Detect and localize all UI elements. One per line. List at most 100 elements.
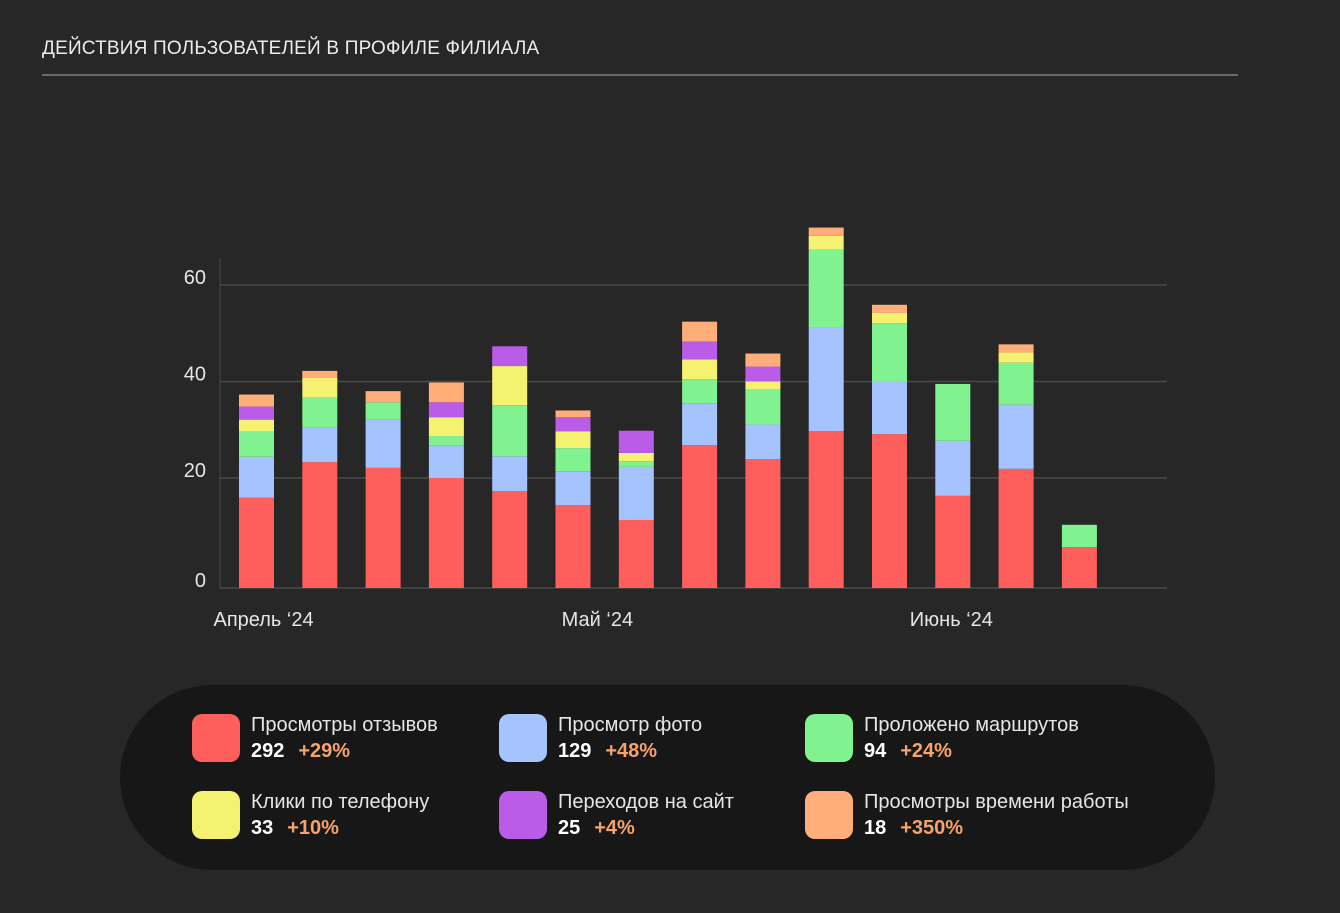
legend-label: Просмотры времени работы xyxy=(864,791,1129,813)
bar-segment xyxy=(872,304,907,313)
legend-swatch xyxy=(805,714,853,762)
legend: Просмотры отзывов 292 +29% Просмотр фото … xyxy=(120,685,1215,870)
bar-segment xyxy=(998,352,1034,363)
bar-stack xyxy=(428,382,464,588)
bar-segment xyxy=(365,419,401,468)
bar-segment xyxy=(428,445,464,478)
bar-stack xyxy=(618,430,654,588)
bar-segment xyxy=(745,459,781,588)
bar-segment xyxy=(492,346,528,367)
bar-stack xyxy=(682,321,718,588)
legend-change: +29% xyxy=(298,740,351,762)
bar-segment xyxy=(365,391,401,403)
bars xyxy=(239,227,1097,588)
bar-segment xyxy=(745,353,781,367)
legend-change: +24% xyxy=(900,740,952,762)
bar-segment xyxy=(618,461,654,467)
bar-segment xyxy=(618,466,654,520)
bar-segment xyxy=(618,452,654,462)
bar-segment xyxy=(935,440,971,496)
legend-swatch xyxy=(499,714,547,762)
bar-segment xyxy=(428,382,464,403)
bar-segment xyxy=(365,402,401,420)
legend-total: 94 +24% xyxy=(864,740,952,762)
bar-segment xyxy=(808,227,844,236)
bar-stack xyxy=(302,370,338,588)
bar-stack xyxy=(239,394,274,588)
legend-total: 33 +10% xyxy=(251,817,339,839)
bar-segment xyxy=(302,377,338,398)
bar-segment xyxy=(682,321,718,342)
title-divider xyxy=(42,74,1238,76)
bar-segment xyxy=(239,406,274,420)
legend-change: +48% xyxy=(605,740,658,762)
legend-change: +4% xyxy=(594,817,635,839)
bar-segment xyxy=(1061,524,1097,547)
bar-segment xyxy=(365,467,401,588)
bar-segment xyxy=(745,389,781,425)
bar-segment xyxy=(808,431,844,588)
bar-segment xyxy=(808,235,844,250)
bar-segment xyxy=(618,519,654,588)
x-tick-label: Апрель ‘24 xyxy=(214,609,314,631)
y-tick-label: 60 xyxy=(184,267,206,289)
bar-segment xyxy=(618,430,654,453)
legend-swatch xyxy=(192,714,240,762)
legend-label: Переходов на сайт xyxy=(558,791,734,813)
bar-segment xyxy=(745,366,781,382)
bar-segment xyxy=(998,468,1034,588)
bar-stack xyxy=(808,227,844,588)
bar-segment xyxy=(808,327,844,432)
bar-segment xyxy=(239,394,274,407)
legend-total: 18 +350% xyxy=(864,817,964,839)
bar-segment xyxy=(239,431,274,457)
bar-segment xyxy=(428,478,464,588)
legend-label: Проложено маршрутов xyxy=(864,714,1079,736)
bar-segment xyxy=(239,456,274,498)
legend-swatch xyxy=(499,791,547,839)
bar-segment xyxy=(302,462,338,588)
bar-stack xyxy=(935,383,971,588)
bar-segment xyxy=(808,249,844,328)
bar-segment xyxy=(428,417,464,437)
bar-segment xyxy=(555,417,591,432)
y-axis-ticks: 0 20 40 60 xyxy=(184,267,206,592)
bar-stack xyxy=(365,391,401,588)
bar-segment xyxy=(682,359,718,380)
legend-swatch xyxy=(805,791,853,839)
bar-segment xyxy=(555,448,591,472)
stacked-bar-chart: 0 20 40 60 Апрель ‘24 Май ‘24 Июнь ‘24 xyxy=(184,227,1167,631)
bar-segment xyxy=(682,379,718,404)
bar-segment xyxy=(492,491,528,588)
bar-segment xyxy=(682,403,718,446)
bar-segment xyxy=(492,366,528,406)
legend-total: 129 +48% xyxy=(558,740,658,762)
bar-segment xyxy=(555,410,591,418)
bar-segment xyxy=(1061,546,1097,588)
legend-label: Просмотр фото xyxy=(558,714,703,736)
bar-segment xyxy=(428,436,464,446)
bar-stack xyxy=(555,410,591,588)
bar-segment xyxy=(302,370,338,378)
bar-segment xyxy=(998,344,1034,353)
legend-change: +10% xyxy=(287,817,339,839)
x-tick-label: Май ‘24 xyxy=(562,609,633,631)
bar-stack xyxy=(1061,524,1097,588)
bar-segment xyxy=(555,505,591,588)
bar-segment xyxy=(239,419,274,432)
bar-stack xyxy=(492,346,528,588)
bar-segment xyxy=(745,424,781,460)
bar-segment xyxy=(872,323,907,382)
bar-segment xyxy=(555,471,591,506)
y-tick-label: 0 xyxy=(195,570,206,592)
bar-segment xyxy=(998,362,1034,405)
legend-label: Просмотры отзывов xyxy=(251,714,438,736)
bar-segment xyxy=(682,445,718,588)
legend-swatch xyxy=(192,791,240,839)
bar-stack xyxy=(745,353,781,588)
bar-segment xyxy=(492,456,528,492)
bar-stack xyxy=(872,304,907,588)
legend-label: Клики по телефону xyxy=(251,791,430,813)
chart-title: ДЕЙСТВИЯ ПОЛЬЗОВАТЕЛЕЙ В ПРОФИЛЕ ФИЛИАЛА xyxy=(42,38,540,59)
bar-segment xyxy=(555,431,591,449)
